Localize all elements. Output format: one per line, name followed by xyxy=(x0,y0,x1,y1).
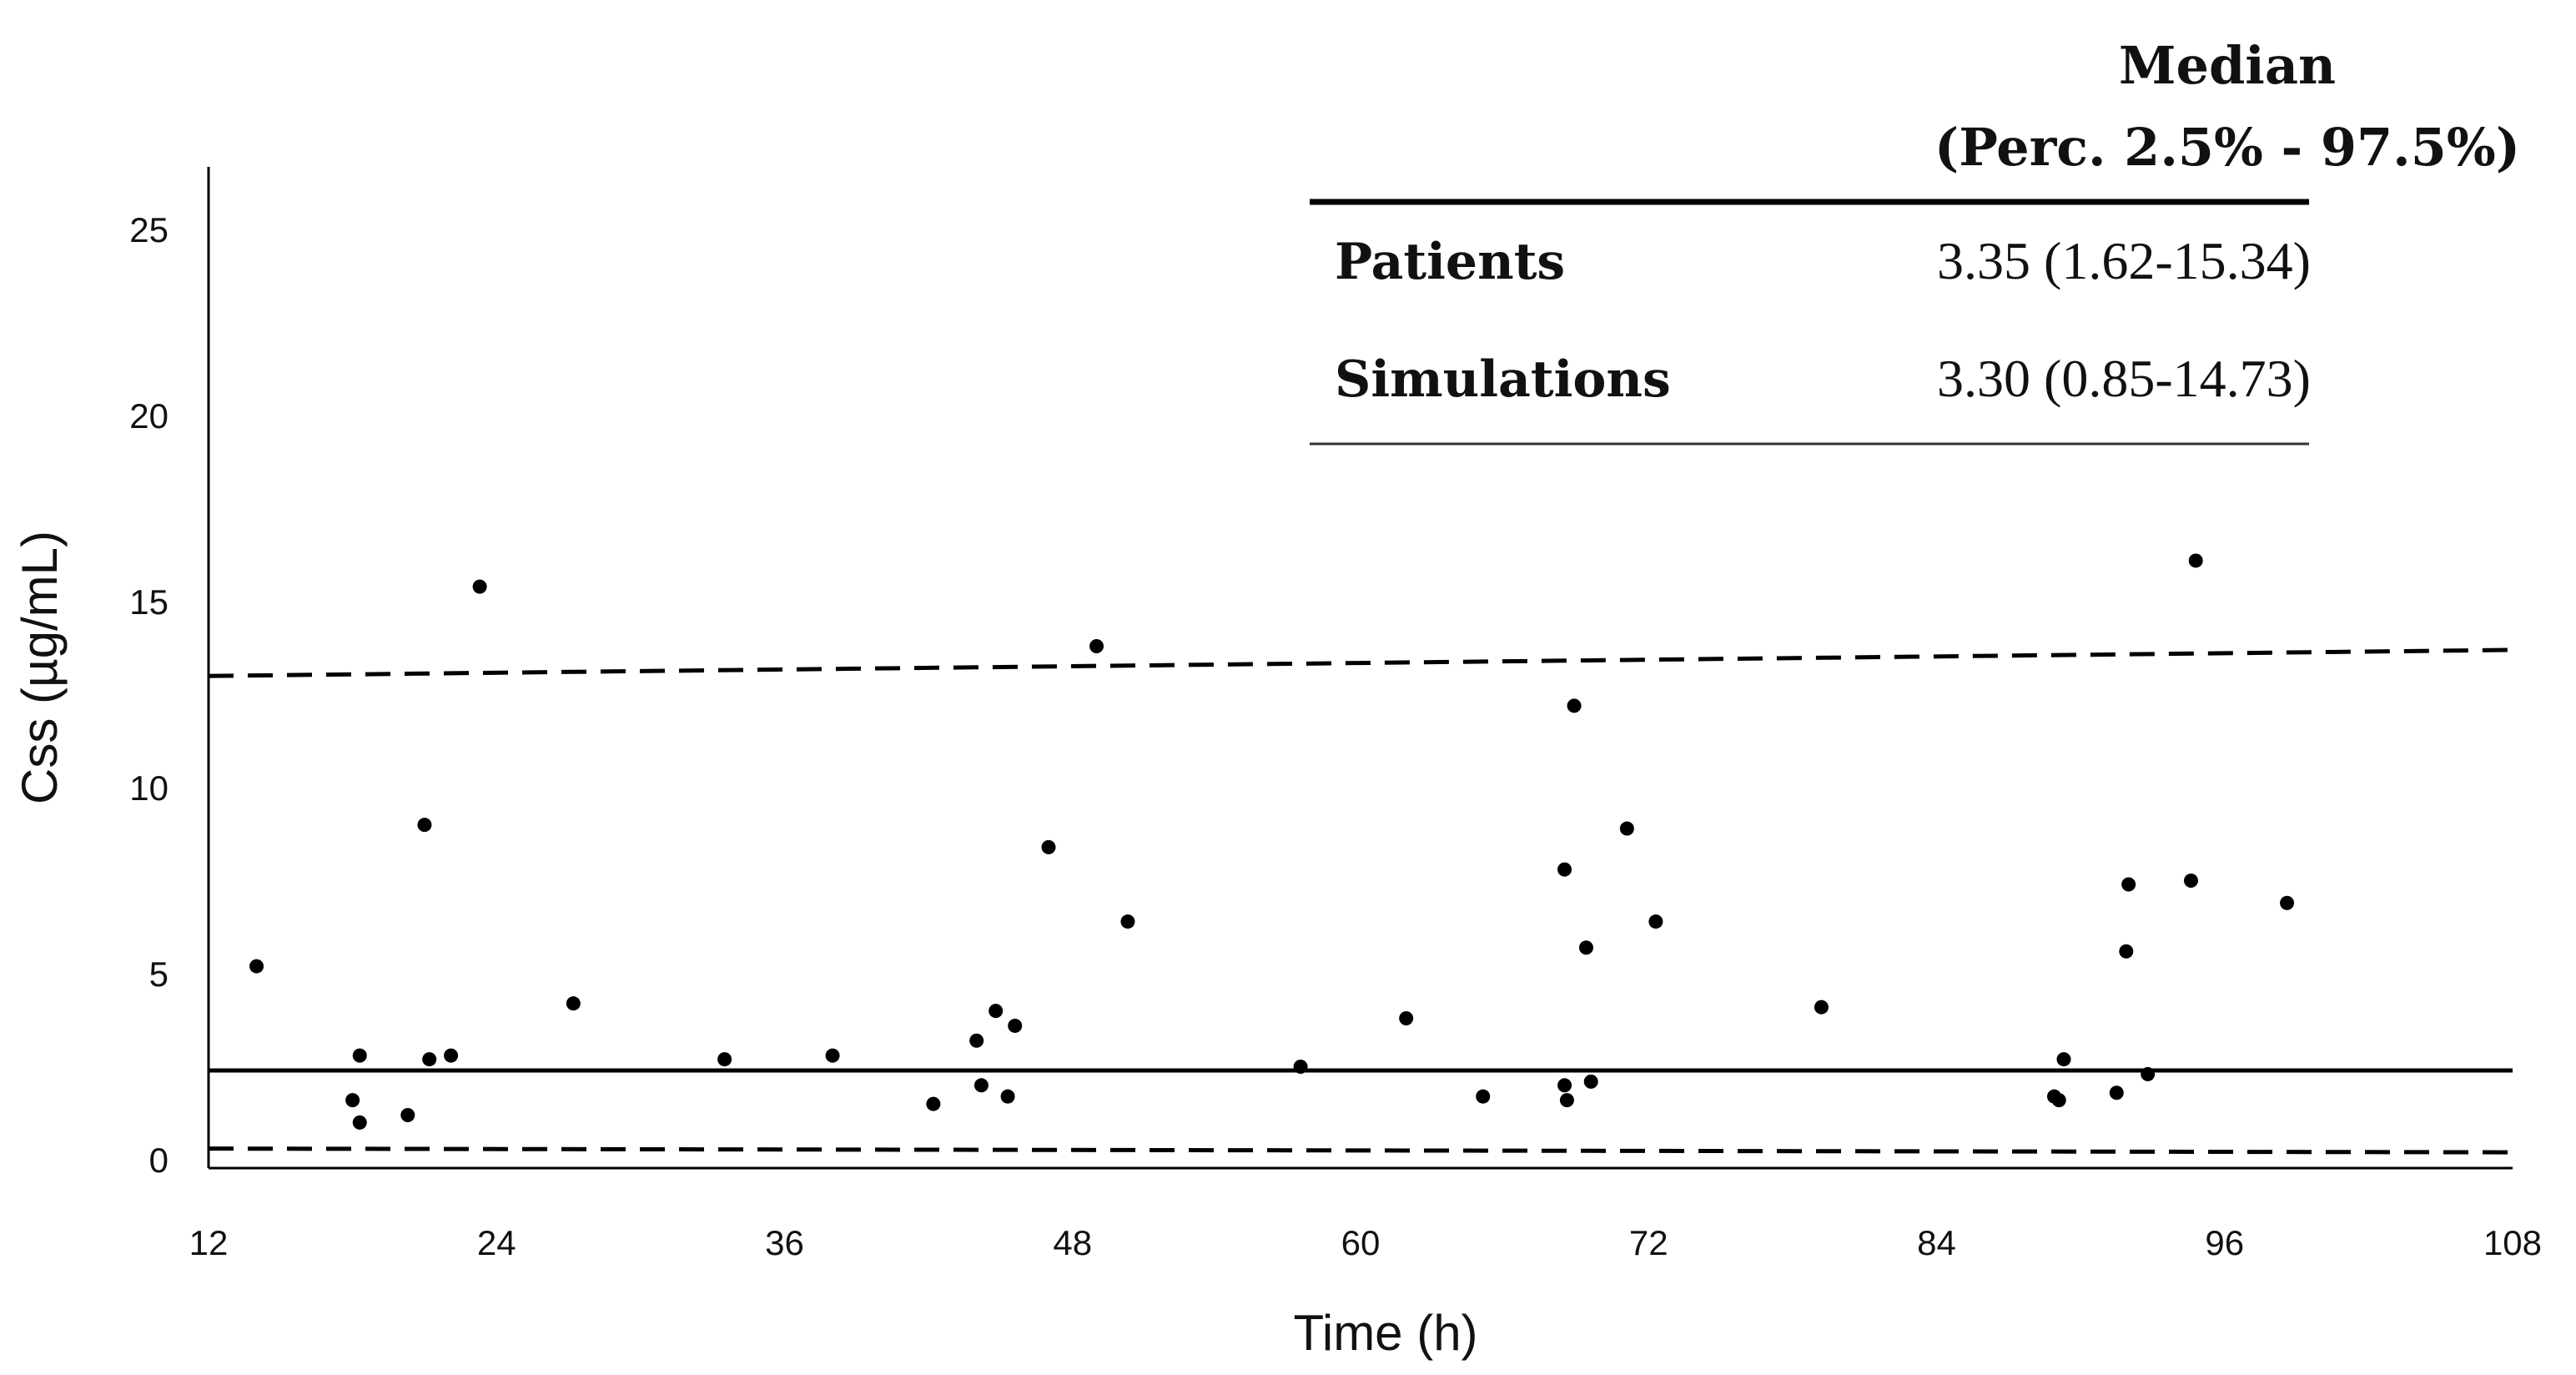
y-tick-label-0: 0 xyxy=(149,1141,169,1180)
y-tick-labels: 0 5 10 15 20 25 xyxy=(129,210,169,1180)
stats-table: Median (Perc. 2.5% - 97.5%) Patients 3.3… xyxy=(1310,35,2520,446)
data-point-38 xyxy=(2119,944,2134,959)
data-point-21 xyxy=(1120,914,1135,929)
x-axis-title: Time (h) xyxy=(1293,1305,1477,1361)
data-point-33 xyxy=(1814,1000,1829,1015)
data-point-35 xyxy=(2051,1093,2066,1108)
data-point-13 xyxy=(926,1096,941,1111)
data-point-19 xyxy=(1041,839,1056,854)
data-point-43 xyxy=(2280,895,2295,910)
data-point-2 xyxy=(345,1093,360,1108)
y-tick-label-15: 15 xyxy=(129,582,169,622)
x-tick-label-12: 12 xyxy=(189,1223,229,1262)
data-point-11 xyxy=(717,1052,732,1067)
y-tick-label-5: 5 xyxy=(149,954,169,994)
data-point-27 xyxy=(1559,1093,1574,1108)
x-tick-label-72: 72 xyxy=(1629,1223,1668,1262)
y-axis-title: Css (µg/mL) xyxy=(12,531,68,804)
data-point-32 xyxy=(1648,914,1663,929)
y-tick-label-25: 25 xyxy=(129,210,169,249)
data-point-7 xyxy=(422,1052,437,1067)
x-tick-label-108: 108 xyxy=(2483,1223,2542,1262)
data-point-29 xyxy=(1578,940,1593,955)
table-header-percentiles: (Perc. 2.5% - 97.5%) xyxy=(1935,117,2520,178)
table-header-median: Median xyxy=(2119,35,2336,96)
data-point-31 xyxy=(1619,821,1634,836)
data-point-12 xyxy=(825,1048,840,1063)
data-point-40 xyxy=(2141,1066,2156,1081)
data-point-17 xyxy=(1000,1089,1015,1104)
lower-percentile-line xyxy=(208,1146,2513,1155)
data-point-42 xyxy=(2188,553,2203,568)
data-point-15 xyxy=(974,1078,989,1093)
reference-lines xyxy=(208,647,2513,1155)
data-point-26 xyxy=(1557,1078,1572,1093)
x-tick-label-96: 96 xyxy=(2205,1223,2244,1262)
x-tick-label-48: 48 xyxy=(1053,1223,1092,1262)
data-point-41 xyxy=(2183,874,2198,888)
x-tick-label-84: 84 xyxy=(1917,1223,1956,1262)
data-point-3 xyxy=(352,1048,367,1063)
data-point-16 xyxy=(989,1004,1004,1019)
data-point-18 xyxy=(1008,1018,1023,1033)
data-point-4 xyxy=(352,1115,367,1130)
data-point-10 xyxy=(566,996,581,1011)
table-row-label-patients: Patients xyxy=(1335,233,1565,291)
table-row-value-patients: 3.35 (1.62-15.34) xyxy=(1937,231,2311,290)
data-point-24 xyxy=(1476,1089,1491,1104)
data-points xyxy=(249,553,2295,1130)
data-point-23 xyxy=(1399,1011,1414,1026)
data-point-14 xyxy=(969,1033,984,1048)
data-point-25 xyxy=(1557,862,1572,877)
data-point-36 xyxy=(2056,1052,2071,1067)
y-tick-label-10: 10 xyxy=(129,768,169,808)
data-point-28 xyxy=(1567,698,1582,713)
data-point-20 xyxy=(1089,639,1104,654)
table-row-value-simulations: 3.30 (0.85-14.73) xyxy=(1937,349,2311,408)
data-point-5 xyxy=(400,1107,415,1122)
data-point-30 xyxy=(1583,1074,1598,1089)
x-tick-label-24: 24 xyxy=(477,1223,516,1262)
y-tick-label-20: 20 xyxy=(129,396,169,436)
data-point-22 xyxy=(1293,1060,1308,1074)
data-point-39 xyxy=(2121,877,2136,892)
x-tick-labels: 12 24 36 48 60 72 84 96 108 xyxy=(189,1223,2542,1262)
data-point-8 xyxy=(444,1048,459,1063)
data-point-37 xyxy=(2109,1085,2124,1101)
x-tick-label-60: 60 xyxy=(1341,1223,1381,1262)
data-point-1 xyxy=(249,959,264,974)
x-tick-label-36: 36 xyxy=(765,1223,804,1262)
data-point-6 xyxy=(417,818,432,833)
table-row-label-simulations: Simulations xyxy=(1335,350,1671,409)
upper-percentile-line xyxy=(208,647,2513,678)
data-point-9 xyxy=(472,579,487,594)
